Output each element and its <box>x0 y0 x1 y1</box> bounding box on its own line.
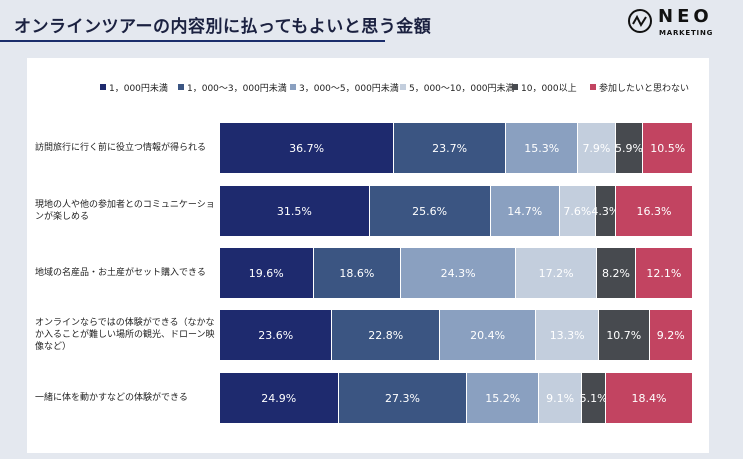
bar-segment: 18.6% <box>312 248 401 298</box>
bar-segment: 20.4% <box>439 310 536 360</box>
legend-item: 参加したいと思わない <box>590 82 689 96</box>
bar-segment: 7.9% <box>577 123 615 173</box>
bar-segment: 13.3% <box>535 310 599 360</box>
bar-row: 19.6% 18.6% 24.3% 17.2% 8.2% 12.1% <box>220 248 692 298</box>
bar-row: 31.5% 25.6% 14.7% 7.6% 4.3% 16.3% <box>220 186 692 236</box>
bar-segment: 25.6% <box>368 186 490 236</box>
value-label: 9.2% <box>656 328 685 342</box>
bar-row: 36.7% 23.7% 15.3% 7.9% 5.9% 10.5% <box>220 123 692 173</box>
bar-segment: 10.7% <box>598 310 649 360</box>
value-label: 20.4% <box>470 328 506 342</box>
legend-item: 3，000～5，000円未満 <box>290 82 399 96</box>
value-label: 24.9% <box>261 391 297 405</box>
bar-segment: 14.7% <box>489 186 559 236</box>
legend-item: 1，000～3，000円未満 <box>178 82 287 96</box>
bar-segment: 5.9% <box>614 123 643 173</box>
bar-segment: 5.1% <box>579 373 608 423</box>
legend-label: 5，000～10，000円未満 <box>409 84 515 94</box>
legend-item: 1，000円未満 <box>100 82 168 96</box>
bar-segment: 36.7% <box>220 123 394 173</box>
value-label: 23.6% <box>258 328 294 342</box>
value-label: 31.5% <box>276 204 312 218</box>
value-label: 25.6% <box>412 204 448 218</box>
legend-label: 1，000円未満 <box>109 84 168 94</box>
bar-row: 23.6% 22.8% 20.4% 13.3% 10.7% 9.2% <box>220 310 692 360</box>
neo-marketing-logo: NEO MARKETING <box>628 6 728 40</box>
chart-title: オンラインツアーの内容別に払ってもよいと思う金額 <box>14 17 432 37</box>
value-label: 8.2% <box>602 266 630 280</box>
category-label: 現地の人や他の参加者とのコミュニケーションが楽しめる <box>35 200 215 222</box>
bar-segment: 12.1% <box>634 248 692 298</box>
value-label: 7.6% <box>563 204 592 218</box>
title-underline <box>0 40 385 42</box>
logo-subtext: MARKETING <box>659 29 714 37</box>
value-label: 10.5% <box>650 141 686 155</box>
value-label: 7.9% <box>582 141 611 155</box>
value-label: 24.3% <box>440 266 476 280</box>
legend-swatch <box>290 84 296 90</box>
bar-segment: 16.3% <box>615 186 692 236</box>
legend-label: 3，000～5，000円未満 <box>299 84 399 94</box>
value-label: 4.3% <box>591 204 620 218</box>
bar-segment: 24.3% <box>400 248 515 298</box>
category-label: オンラインならではの体験ができる（なかなか入ることが難しい場所の観光、ドローン映… <box>35 318 215 352</box>
legend-label: 10，000以上 <box>521 84 577 94</box>
legend: 1，000円未満 1，000～3，000円未満 3，000～5，000円未満 5，00… <box>100 82 700 96</box>
value-label: 18.4% <box>631 391 667 405</box>
value-label: 9.1% <box>546 391 575 405</box>
value-label: 14.7% <box>507 204 543 218</box>
bar-segment: 8.2% <box>596 248 635 298</box>
value-label: 15.2% <box>485 391 521 405</box>
bar-segment: 23.6% <box>220 310 332 360</box>
value-label: 10.7% <box>606 328 642 342</box>
bar-segment: 15.2% <box>466 373 539 423</box>
legend-item: 10，000以上 <box>512 82 577 96</box>
legend-swatch <box>100 84 106 90</box>
bar-segment: 9.2% <box>648 310 692 360</box>
value-label: 19.6% <box>248 266 284 280</box>
bar-segment: 9.1% <box>538 373 582 423</box>
bar-segment: 24.9% <box>220 373 338 423</box>
value-label: 36.7% <box>289 141 325 155</box>
bar-segment: 17.2% <box>514 248 597 298</box>
legend-swatch <box>178 84 184 90</box>
value-label: 5.9% <box>615 141 643 155</box>
logo-text: NEO <box>658 6 713 27</box>
legend-item: 5，000～10，000円未満 <box>400 82 515 96</box>
bar-segment: 23.7% <box>393 123 506 173</box>
legend-label: 参加したいと思わない <box>599 84 690 94</box>
value-label: 12.1% <box>646 266 682 280</box>
bar-segment: 15.3% <box>505 123 578 173</box>
value-label: 15.3% <box>524 141 560 155</box>
value-label: 5.1% <box>579 391 608 405</box>
category-label: 地域の名産品・お土産がセット購入できる <box>35 268 206 278</box>
legend-label: 1，000～3，000円未満 <box>187 84 287 94</box>
category-label: 訪問旅行に行く前に役立つ情報が得られる <box>35 143 207 153</box>
legend-swatch <box>400 84 406 90</box>
value-label: 18.6% <box>339 266 375 280</box>
value-label: 17.2% <box>538 266 574 280</box>
value-label: 13.3% <box>549 328 585 342</box>
legend-swatch <box>590 84 596 90</box>
bar-segment: 10.5% <box>642 123 692 173</box>
category-label: 一緒に体を動かすなどの体験ができる <box>35 393 188 403</box>
value-label: 16.3% <box>636 204 672 218</box>
bar-segment: 31.5% <box>220 186 369 236</box>
value-label: 27.3% <box>384 391 420 405</box>
bar-row: 24.9% 27.3% 15.2% 9.1% 5.1% 18.4% <box>220 373 692 423</box>
bar-segment: 19.6% <box>220 248 313 298</box>
legend-swatch <box>512 84 518 90</box>
bar-segment: 7.6% <box>558 186 595 236</box>
bar-segment: 22.8% <box>331 310 439 360</box>
bar-segment: 18.4% <box>605 373 692 423</box>
logo-mark-icon <box>628 9 652 33</box>
bar-segment: 27.3% <box>337 373 467 423</box>
bar-segment: 4.3% <box>591 186 619 236</box>
value-label: 22.8% <box>368 328 404 342</box>
value-label: 23.7% <box>432 141 468 155</box>
